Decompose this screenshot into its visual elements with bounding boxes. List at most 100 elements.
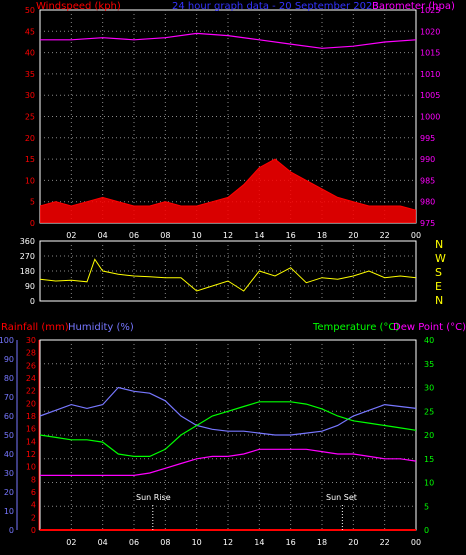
temp-x-tick: 20 bbox=[348, 538, 358, 547]
chart-title: 24 hour graph data - 20 September 2023 bbox=[172, 1, 379, 12]
windspeed-y-tick: 40 bbox=[25, 49, 35, 58]
windspeed-y-tick: 15 bbox=[25, 155, 35, 164]
dewpoint-label: Dew Point (°C) bbox=[393, 322, 466, 333]
rainfall-label: Rainfall (mm) bbox=[1, 322, 69, 333]
windspeed-line bbox=[39, 158, 417, 211]
humidity-y-tick: 50 bbox=[4, 431, 14, 440]
rainfall-y-tick: 16 bbox=[26, 425, 36, 434]
rainfall-y-tick: 8 bbox=[31, 475, 36, 484]
wind-x-tick: 18 bbox=[317, 231, 327, 240]
rainfall-y-tick: 2 bbox=[31, 513, 36, 522]
barometer-y-tick: 1020 bbox=[420, 27, 440, 36]
temperature-y-tick: 15 bbox=[424, 455, 434, 464]
barometer-line bbox=[40, 32, 417, 49]
windspeed-y-tick: 0 bbox=[30, 219, 35, 228]
humidity-y-tick: 70 bbox=[4, 393, 14, 402]
temp-x-tick: 12 bbox=[223, 538, 233, 547]
direction-y-tick: 360 bbox=[20, 237, 35, 246]
barometer-y-tick: 1005 bbox=[420, 91, 440, 100]
windspeed-y-tick: 30 bbox=[25, 91, 35, 100]
tick-labels: 0510152025303540455097598098599099510001… bbox=[0, 6, 440, 547]
humidity-y-tick: 10 bbox=[4, 507, 14, 516]
rainfall-y-tick: 22 bbox=[26, 387, 36, 396]
barometer-y-tick: 1015 bbox=[420, 49, 440, 58]
rainfall-y-tick: 0 bbox=[31, 526, 36, 535]
direction-y-tick: 90 bbox=[25, 282, 35, 291]
temperature-y-tick: 35 bbox=[424, 360, 434, 369]
temp-x-tick: 18 bbox=[317, 538, 327, 547]
windspeed-y-tick: 35 bbox=[25, 70, 35, 79]
rainfall-y-tick: 12 bbox=[26, 450, 36, 459]
wind-x-tick: 06 bbox=[129, 231, 139, 240]
wind-direction-line bbox=[39, 258, 417, 292]
temperature-y-tick: 30 bbox=[424, 384, 434, 393]
rainfall-y-tick: 26 bbox=[26, 361, 36, 370]
direction-y-tick: 0 bbox=[30, 297, 35, 306]
humidity-label: Humidity (%) bbox=[68, 322, 134, 333]
sunset-label: Sun Set bbox=[326, 493, 357, 502]
windspeed-y-tick: 5 bbox=[30, 198, 35, 207]
temp-x-tick: 14 bbox=[254, 538, 264, 547]
wind-x-tick: 12 bbox=[223, 231, 233, 240]
barometer-label: Barometer (hpa) bbox=[372, 1, 455, 12]
temperature-y-tick: 10 bbox=[424, 479, 434, 488]
temperature-y-tick: 0 bbox=[424, 526, 429, 535]
rainfall-y-tick: 24 bbox=[26, 374, 36, 383]
barometer-y-tick: 990 bbox=[420, 155, 435, 164]
windspeed-y-tick: 25 bbox=[25, 113, 35, 122]
humidity-y-tick: 100 bbox=[0, 336, 14, 345]
temperature-y-tick: 5 bbox=[424, 502, 429, 511]
dir-label-w: W bbox=[435, 252, 446, 265]
windspeed-area bbox=[40, 159, 416, 223]
rainfall-y-tick: 20 bbox=[26, 399, 36, 408]
sunrise-label: Sun Rise bbox=[136, 493, 171, 502]
humidity-y-tick: 20 bbox=[4, 488, 14, 497]
barometer-y-tick: 1025 bbox=[420, 6, 440, 15]
temp-x-tick: 06 bbox=[129, 538, 139, 547]
temperature-c-line bbox=[39, 401, 417, 457]
windspeed-label: Windspeed (kph) bbox=[36, 1, 121, 12]
dir-label-n-top: N bbox=[435, 238, 443, 251]
barometer-y-tick: 985 bbox=[420, 176, 435, 185]
barometer-y-tick: 1000 bbox=[420, 113, 440, 122]
wind-x-tick: 22 bbox=[380, 231, 390, 240]
windspeed-y-tick: 45 bbox=[25, 27, 35, 36]
temp-x-tick: 04 bbox=[98, 538, 108, 547]
wind-x-tick: 04 bbox=[98, 231, 108, 240]
rainfall-y-tick: 18 bbox=[26, 412, 36, 421]
humidity-y-tick: 80 bbox=[4, 374, 14, 383]
wind-x-tick: 14 bbox=[254, 231, 264, 240]
wind-x-tick: 16 bbox=[286, 231, 296, 240]
temp-x-tick: 16 bbox=[286, 538, 296, 547]
humidity-y-tick: 30 bbox=[4, 469, 14, 478]
dir-label-e: E bbox=[435, 280, 442, 293]
humidity-y-tick: 90 bbox=[4, 355, 14, 364]
barometer-y-tick: 980 bbox=[420, 198, 435, 207]
temp-x-tick: 00 bbox=[411, 538, 421, 547]
humidity-y-tick: 60 bbox=[4, 412, 14, 421]
rainfall-y-tick: 6 bbox=[31, 488, 36, 497]
temperature-y-tick: 40 bbox=[424, 336, 434, 345]
direction-y-tick: 270 bbox=[20, 252, 35, 261]
dew-point-c-line bbox=[40, 448, 417, 476]
temp-x-tick: 22 bbox=[380, 538, 390, 547]
temperature-y-tick: 25 bbox=[424, 407, 434, 416]
wind-x-tick: 20 bbox=[348, 231, 358, 240]
barometer-y-tick: 1010 bbox=[420, 70, 440, 79]
humidity-y-tick: 0 bbox=[9, 526, 14, 535]
temperature-label: Temperature (°C) bbox=[312, 322, 399, 333]
rainfall-y-tick: 28 bbox=[26, 349, 36, 358]
barometer-y-tick: 995 bbox=[420, 134, 435, 143]
temp-x-tick: 10 bbox=[192, 538, 202, 547]
temperature-y-tick: 20 bbox=[424, 431, 434, 440]
rainfall-y-tick: 10 bbox=[26, 463, 36, 472]
series-marks bbox=[39, 32, 417, 531]
humidity-line bbox=[39, 386, 417, 436]
windspeed-y-tick: 20 bbox=[25, 134, 35, 143]
wind-x-tick: 02 bbox=[66, 231, 76, 240]
dir-label-n-bottom: N bbox=[435, 294, 443, 307]
rainfall-y-tick: 14 bbox=[26, 437, 36, 446]
rainfall-y-tick: 4 bbox=[31, 501, 36, 510]
